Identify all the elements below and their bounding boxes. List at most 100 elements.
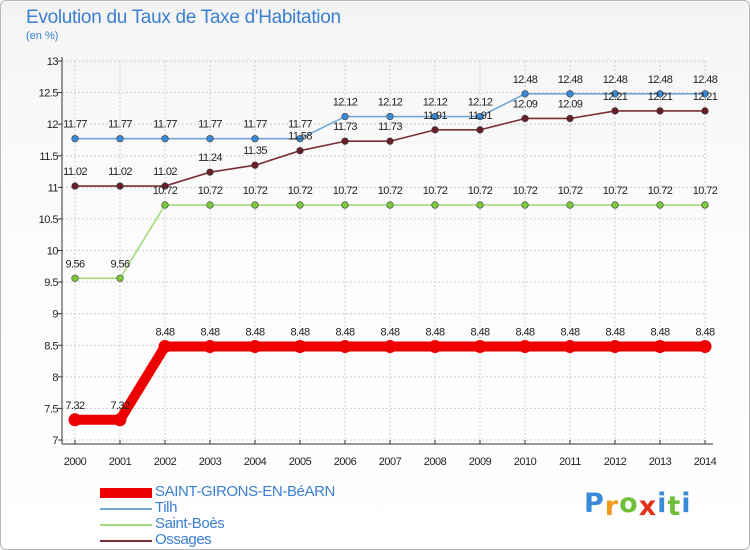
- data-point: [161, 201, 169, 209]
- legend-label: Tilh: [155, 499, 178, 516]
- data-point: [563, 340, 577, 354]
- data-label: 11.02: [63, 166, 87, 178]
- proxiti-logo: Proxiti: [584, 488, 692, 522]
- data-label: 11.24: [198, 152, 222, 164]
- data-point: [518, 340, 532, 354]
- data-label: 12.48: [513, 74, 538, 86]
- data-point: [521, 90, 529, 98]
- data-label-layer: 11.77 11.77 11.77 11.77 11.77 11.77 12.12 12.12…: [63, 74, 718, 412]
- data-point: [656, 107, 664, 115]
- data-point: [653, 340, 667, 354]
- data-label: 7.32: [110, 400, 129, 412]
- data-point: [656, 201, 664, 209]
- data-label: 11.77: [63, 119, 87, 131]
- data-label: 8.48: [335, 327, 354, 339]
- data-point: [566, 201, 574, 209]
- logo-letter: i: [657, 488, 668, 519]
- data-label: 8.48: [245, 327, 264, 339]
- y-tick-label: 11.5: [39, 151, 58, 163]
- logo-letter: r: [604, 491, 620, 522]
- data-label: 12.48: [558, 74, 583, 86]
- data-point: [338, 340, 352, 354]
- data-label: 8.48: [695, 327, 714, 339]
- legend-label: Saint-Boès: [155, 515, 225, 532]
- data-label: 11.77: [108, 119, 132, 131]
- axis-layer: 7 7.5 8 8.5 9 9.5 10 10.5 11 11.5 12 12.5 13 2000 2001…: [39, 56, 718, 468]
- data-point: [386, 137, 394, 145]
- data-label: 12.48: [603, 74, 628, 86]
- y-tick-label: 9: [52, 309, 58, 321]
- data-label: 10.72: [243, 185, 268, 197]
- x-tick-label: 2009: [469, 456, 492, 468]
- data-label: 11.73: [378, 121, 402, 133]
- data-point: [296, 201, 304, 209]
- legend-swatch: [100, 508, 152, 510]
- data-label: 11.91: [468, 110, 492, 122]
- data-point: [341, 201, 349, 209]
- x-tick-label: 2006: [334, 456, 357, 468]
- series-saint-bo-s: [71, 201, 709, 282]
- data-label: 8.48: [515, 327, 534, 339]
- data-label: 12.21: [603, 91, 628, 103]
- series-layer: [68, 90, 712, 427]
- x-tick-label: 2003: [199, 456, 222, 468]
- data-point: [611, 90, 619, 98]
- y-tick-label: 10.5: [39, 214, 59, 226]
- data-point: [293, 340, 307, 354]
- data-label: 11.77: [198, 119, 222, 131]
- data-point: [71, 182, 79, 190]
- x-tick-label: 2004: [244, 456, 267, 468]
- data-point: [428, 340, 442, 354]
- x-tick-label: 2013: [649, 456, 672, 468]
- x-tick-label: 2007: [379, 456, 402, 468]
- data-label: 8.48: [155, 327, 174, 339]
- chart-title: Evolution du Taux de Taxe d'Habitation: [26, 7, 341, 28]
- data-point: [206, 201, 214, 209]
- data-label: 9.56: [110, 258, 129, 270]
- data-label: 12.21: [693, 91, 718, 103]
- series-ossages: [71, 107, 709, 190]
- logo-letter: t: [667, 491, 682, 522]
- x-tick-label: 2011: [559, 456, 581, 468]
- data-point: [68, 413, 82, 427]
- data-label: 11.77: [288, 119, 312, 131]
- data-point: [656, 90, 664, 98]
- data-label: 12.12: [378, 97, 403, 109]
- data-label: 12.48: [648, 74, 673, 86]
- data-point: [701, 201, 709, 209]
- data-label: 8.48: [560, 327, 579, 339]
- data-label: 10.72: [513, 185, 538, 197]
- data-point: [521, 114, 529, 123]
- y-tick-label: 8.5: [44, 340, 58, 352]
- data-point: [158, 340, 172, 354]
- data-label: 8.48: [380, 327, 399, 339]
- data-point: [386, 112, 394, 121]
- data-point: [611, 107, 619, 115]
- data-label: 10.72: [153, 185, 178, 197]
- data-point: [296, 147, 304, 155]
- data-point: [431, 126, 439, 134]
- y-tick-label: 7.5: [44, 403, 58, 415]
- data-label: 8.48: [470, 327, 489, 339]
- x-tick-label: 2014: [694, 456, 717, 468]
- data-point: [431, 112, 439, 121]
- data-point: [206, 135, 214, 143]
- data-label: 12.21: [648, 91, 673, 103]
- data-label: 8.48: [290, 327, 309, 339]
- data-point: [251, 135, 259, 143]
- data-point: [386, 201, 394, 209]
- data-label: 10.72: [423, 185, 448, 197]
- data-point: [476, 112, 484, 121]
- y-tick-label: 12.5: [39, 88, 59, 100]
- data-point: [113, 413, 127, 427]
- data-label: 10.72: [648, 185, 673, 197]
- data-point: [206, 168, 214, 176]
- data-point: [383, 340, 397, 354]
- data-label: 12.12: [423, 97, 448, 109]
- y-tick-label: 9.5: [44, 277, 58, 289]
- data-label: 10.72: [693, 185, 718, 197]
- data-point: [431, 201, 439, 209]
- series-tilh: [71, 90, 709, 143]
- legend-swatch: [100, 488, 152, 498]
